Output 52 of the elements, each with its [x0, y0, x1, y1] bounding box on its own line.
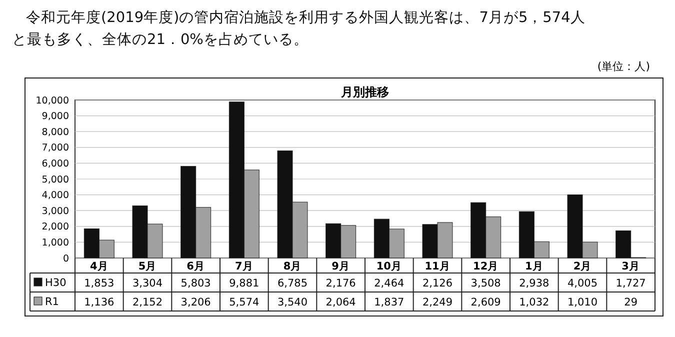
- x-tick-label: 12月: [473, 260, 499, 272]
- x-tick-label: 2月: [573, 260, 592, 272]
- data-label: 2,064: [326, 296, 356, 308]
- y-tick-label: 1,000: [42, 238, 69, 249]
- x-tick-label: 10月: [376, 260, 402, 272]
- x-tick-label: 9月: [332, 260, 350, 272]
- y-tick-label: 3,000: [42, 206, 69, 217]
- data-label: 2,126: [422, 278, 453, 290]
- data-label: 29: [624, 296, 638, 308]
- x-tick-label: 8月: [283, 260, 302, 272]
- data-label: 3,304: [132, 278, 163, 290]
- y-tick-label: 7,000: [42, 142, 69, 154]
- x-tick-label: 6月: [186, 260, 205, 272]
- data-label: 4,005: [567, 278, 598, 290]
- y-tick-label: 8,000: [42, 126, 69, 138]
- data-label: 1,853: [84, 278, 114, 290]
- data-label: 1,727: [616, 278, 646, 290]
- x-tick-label: 7月: [235, 260, 254, 272]
- y-tick-label: 10,000: [36, 95, 69, 106]
- data-label: 3,206: [180, 296, 212, 308]
- chart-title: 月別推移: [340, 85, 389, 99]
- x-tick-label: 4月: [90, 260, 108, 272]
- data-label: 2,609: [470, 296, 501, 308]
- data-label: 2,938: [519, 278, 550, 290]
- data-label: 3,540: [277, 296, 308, 308]
- legend-label: H30: [45, 277, 66, 289]
- data-label: 6,785: [277, 278, 308, 290]
- text: 令和元年度(2019年度)の管内宿泊施設を利用する外国人観光客は、7月が5，574人と最も多く、全体の21．0%を占めている。: [12, 9, 586, 48]
- data-label: 2,464: [374, 278, 405, 290]
- data-label: 1,032: [519, 296, 550, 308]
- data-label: 3,508: [470, 278, 501, 290]
- y-tick-label: 5,000: [42, 174, 69, 186]
- data-label: 2,176: [326, 278, 356, 290]
- x-tick-label: 3月: [622, 260, 640, 272]
- y-tick-label: 6,000: [42, 158, 69, 170]
- y-tick-label: 2,000: [42, 222, 69, 233]
- x-tick-label: 11月: [424, 260, 450, 272]
- data-label: 1,136: [84, 296, 115, 308]
- y-tick-label: 4,000: [42, 190, 69, 202]
- data-label: 5,803: [180, 278, 211, 290]
- data-label: 2,152: [132, 296, 163, 308]
- data-label: 5,574: [229, 296, 260, 308]
- data-label: 2,249: [422, 296, 453, 308]
- x-tick-label: 5月: [138, 260, 157, 272]
- legend-label: R1: [45, 296, 59, 308]
- y-tick-label: 9,000: [42, 111, 69, 122]
- data-label: 9,881: [229, 278, 260, 290]
- data-label: 1,837: [374, 296, 404, 308]
- text: (単位：人): [597, 60, 650, 73]
- y-tick-label: 0: [62, 253, 69, 264]
- data-label: 1,010: [567, 296, 598, 308]
- x-tick-label: 1月: [525, 260, 544, 272]
